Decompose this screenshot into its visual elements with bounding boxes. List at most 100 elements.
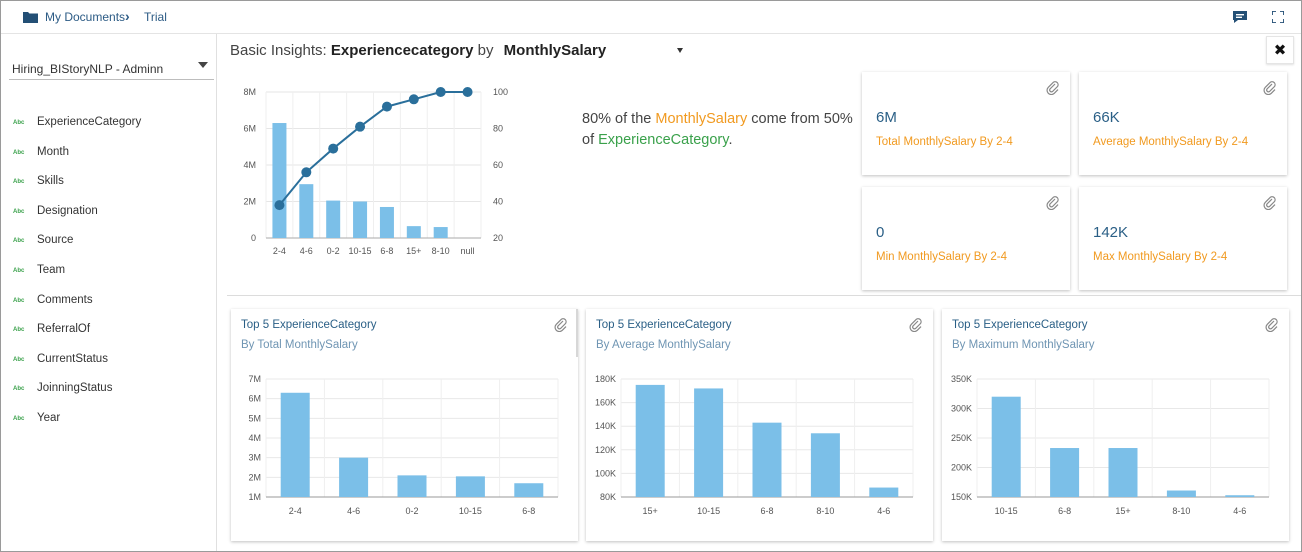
kpi-label: Average MonthlySalary By 2-4 [1093, 136, 1249, 148]
x-tick-label: 4-6 [347, 506, 360, 516]
x-tick-label: 8-10 [432, 246, 450, 256]
bar[interactable] [991, 396, 1021, 497]
paperclip-icon[interactable] [554, 318, 568, 332]
paperclip-icon[interactable] [1263, 196, 1277, 210]
bar[interactable] [514, 483, 544, 497]
field-label: Skills [37, 175, 64, 188]
x-tick-label: 0-2 [327, 246, 340, 256]
field-item[interactable]: Abc ReferralOf [1, 321, 217, 351]
text-type-icon: Abc [13, 149, 25, 156]
bar[interactable] [353, 201, 368, 239]
x-tick-label: 8-10 [1172, 506, 1190, 516]
kpi-card-min[interactable]: 0 Min MonthlySalary By 2-4 [862, 187, 1070, 290]
dataset-select-value: Hiring_BIStoryNLP - Adminn [12, 62, 164, 76]
x-tick-label: 0-2 [405, 506, 418, 516]
bar[interactable] [379, 206, 394, 238]
bar[interactable] [299, 184, 314, 238]
paperclip-icon[interactable] [1263, 81, 1277, 95]
measure-select[interactable]: MonthlySalary [503, 42, 607, 59]
field-item[interactable]: Abc CurrentStatus [1, 351, 217, 381]
insight-part: come from 50% of [582, 111, 853, 148]
x-tick-label: 15+ [643, 506, 658, 516]
line-point[interactable] [328, 143, 339, 154]
top5-maximum-card[interactable]: Top 5 ExperienceCategory By Maximum Mont… [942, 309, 1289, 541]
kpi-card-average[interactable]: 66K Average MonthlySalary By 2-4 [1079, 72, 1287, 175]
field-item[interactable]: Abc Year [1, 410, 217, 440]
insight-dimension: ExperienceCategory [598, 132, 729, 148]
y-tick-label: 0 [251, 233, 256, 243]
bar[interactable] [406, 226, 421, 238]
y2-tick-label: 80 [493, 124, 503, 134]
line-point[interactable] [274, 200, 285, 211]
kpi-card-max[interactable]: 142K Max MonthlySalary By 2-4 [1079, 187, 1287, 290]
kpi-value: 66K [1093, 109, 1120, 126]
field-item[interactable]: Abc Team [1, 262, 217, 292]
top5-total-card[interactable]: Top 5 ExperienceCategory By Total Monthl… [231, 309, 578, 541]
close-button[interactable]: ✖ [1266, 36, 1294, 64]
top5-average-card[interactable]: Top 5 ExperienceCategory By Average Mont… [586, 309, 933, 541]
y-tick-label: 200K [951, 463, 972, 473]
x-tick-label: 4-6 [877, 506, 890, 516]
card-title: Top 5 ExperienceCategory [241, 319, 377, 331]
line-point[interactable] [355, 121, 366, 132]
field-item[interactable]: Abc Source [1, 232, 217, 262]
bar[interactable] [810, 433, 840, 497]
paperclip-icon[interactable] [1046, 196, 1060, 210]
bar[interactable] [752, 422, 782, 497]
kpi-card-total[interactable]: 6M Total MonthlySalary By 2-4 [862, 72, 1070, 175]
bar[interactable] [339, 457, 369, 497]
x-tick-label: 2-4 [289, 506, 302, 516]
y-tick-label: 100K [595, 468, 616, 478]
bar[interactable] [694, 388, 724, 497]
field-item[interactable]: Abc Skills [1, 173, 217, 203]
text-type-icon: Abc [13, 120, 25, 126]
y2-tick-label: 60 [493, 160, 503, 170]
field-item[interactable]: Abc Month [1, 144, 217, 174]
bar[interactable] [433, 227, 448, 238]
bar[interactable] [280, 392, 310, 497]
bar[interactable] [397, 475, 427, 497]
field-label: Month [37, 145, 69, 158]
y-tick-label: 80K [600, 492, 616, 502]
text-type-icon: Abc [13, 238, 25, 245]
dataset-select[interactable]: Hiring_BIStoryNLP - Adminn [9, 56, 214, 80]
bar[interactable] [326, 200, 341, 238]
bar[interactable] [869, 487, 899, 497]
paperclip-icon[interactable] [1265, 318, 1279, 332]
sidebar: Hiring_BIStoryNLP - Adminn Abc Experience… [1, 34, 217, 551]
paperclip-icon[interactable] [909, 318, 923, 332]
field-item[interactable]: Abc Designation [1, 203, 217, 233]
breadcrumb-root[interactable]: My Documents [45, 10, 126, 24]
title-by: by [477, 42, 494, 59]
bar[interactable] [1225, 495, 1255, 497]
scrollbar[interactable] [576, 309, 578, 357]
line-point[interactable] [408, 94, 419, 105]
field-item[interactable]: Abc ExperienceCategory [1, 114, 217, 144]
breadcrumb-current[interactable]: Trial [144, 10, 167, 24]
field-item[interactable]: Abc Comments [1, 292, 217, 322]
bar[interactable] [455, 476, 485, 497]
y-tick-label: 6M [248, 394, 261, 404]
line-point[interactable] [435, 87, 446, 97]
line-point[interactable] [301, 167, 312, 178]
bar[interactable] [1050, 448, 1080, 497]
paperclip-icon[interactable] [1046, 81, 1060, 95]
bar[interactable] [1166, 490, 1196, 497]
bar[interactable] [635, 384, 665, 497]
card-subtitle: By Average MonthlySalary [596, 339, 731, 351]
comment-icon[interactable] [1232, 10, 1248, 24]
y-tick-label: 4M [248, 433, 261, 443]
pareto-chart: 0 2M 4M 6M 8M 20 40 60 80 100 2-4 4-6 0-2 10-15 6-8 15+… [243, 87, 508, 256]
field-item[interactable]: Abc JoinningStatus [1, 380, 217, 410]
kpi-label: Min MonthlySalary By 2-4 [876, 251, 1008, 263]
y-tick-label: 180K [595, 374, 616, 384]
insight-title: Basic Insights: Experiencecategory by Mo… [230, 42, 606, 59]
y-tick-label: 350K [951, 374, 972, 384]
bar[interactable] [1108, 448, 1138, 497]
caret-down-icon[interactable] [677, 48, 683, 53]
field-label: ReferralOf [37, 323, 91, 336]
bar[interactable] [272, 123, 287, 238]
fullscreen-icon[interactable] [1272, 11, 1284, 23]
line-point[interactable] [462, 87, 473, 97]
line-point[interactable] [381, 101, 392, 112]
